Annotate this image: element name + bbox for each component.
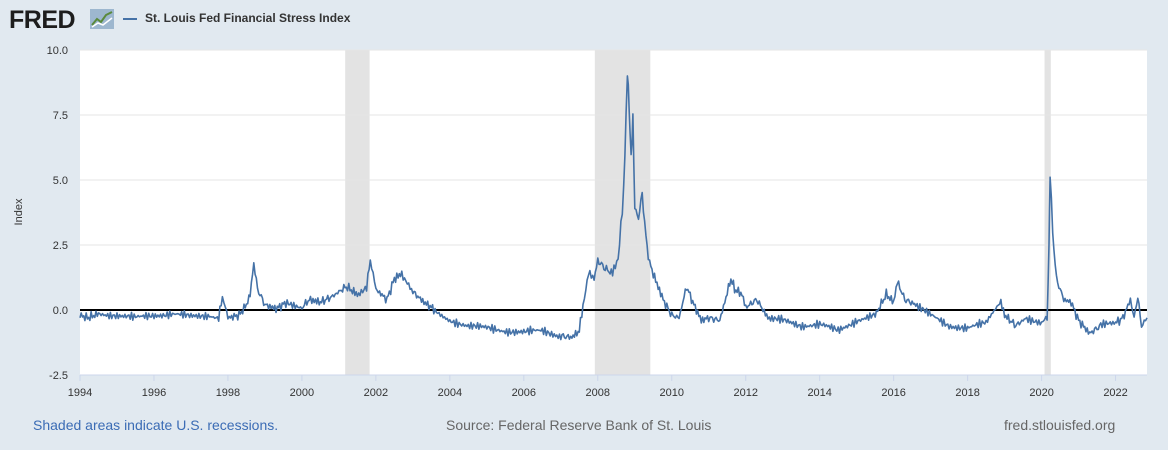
y-tick-label: 2.5 (53, 240, 68, 252)
x-tick-label: 2020 (1029, 387, 1053, 399)
x-tick-label: 2012 (733, 387, 757, 399)
x-tick-label: 2000 (290, 387, 314, 399)
y-tick-label: 10.0 (47, 45, 68, 57)
x-tick-label: 2004 (438, 387, 462, 399)
legend-line-icon (123, 18, 137, 20)
x-axis: 1994 1996 1998 2000 2002 2004 2006 2008 2010 2012… (68, 374, 1147, 399)
x-tick-label: 2016 (881, 387, 905, 399)
fred-logo[interactable]: FRED (9, 6, 76, 34)
x-tick-label: 1996 (142, 387, 166, 399)
y-tick-label: 7.5 (53, 110, 68, 122)
x-tick-label: 2002 (364, 387, 388, 399)
source-text: Source: Federal Reserve Bank of St. Loui… (446, 417, 712, 433)
recession-band-2 (1044, 50, 1051, 375)
x-tick-label: 2018 (955, 387, 979, 399)
y-axis: -2.5 0.0 2.5 5.0 7.5 10.0 (47, 45, 68, 382)
x-tick-label: 2014 (807, 387, 831, 399)
x-tick-label: 1994 (68, 387, 92, 399)
fred-logo-graph-icon[interactable] (90, 9, 114, 29)
y-axis-label: Index (13, 198, 25, 225)
y-tick-label: -2.5 (49, 370, 68, 382)
site-link[interactable]: fred.stlouisfed.org (1004, 417, 1116, 433)
recessions-note-link[interactable]: Shaded areas indicate U.S. recessions. (33, 417, 279, 433)
legend-label[interactable]: St. Louis Fed Financial Stress Index (145, 11, 351, 25)
x-tick-label: 2010 (660, 387, 684, 399)
x-tick-label: 1998 (216, 387, 240, 399)
series-line-financial-stress-index[interactable] (79, 75, 1148, 341)
recession-band-0 (345, 50, 370, 375)
x-tick-label: 2008 (586, 387, 610, 399)
line-chart[interactable]: -2.5 0.0 2.5 5.0 7.5 10.0 1994 1996 1998 2000 200… (0, 0, 1168, 405)
y-tick-label: 0.0 (53, 305, 68, 317)
x-tick-label: 2006 (512, 387, 536, 399)
y-tick-label: 5.0 (53, 175, 68, 187)
chart-header: FRED St. Louis Fed Financial Stress Inde… (0, 0, 1168, 40)
x-tick-label: 2022 (1103, 387, 1127, 399)
